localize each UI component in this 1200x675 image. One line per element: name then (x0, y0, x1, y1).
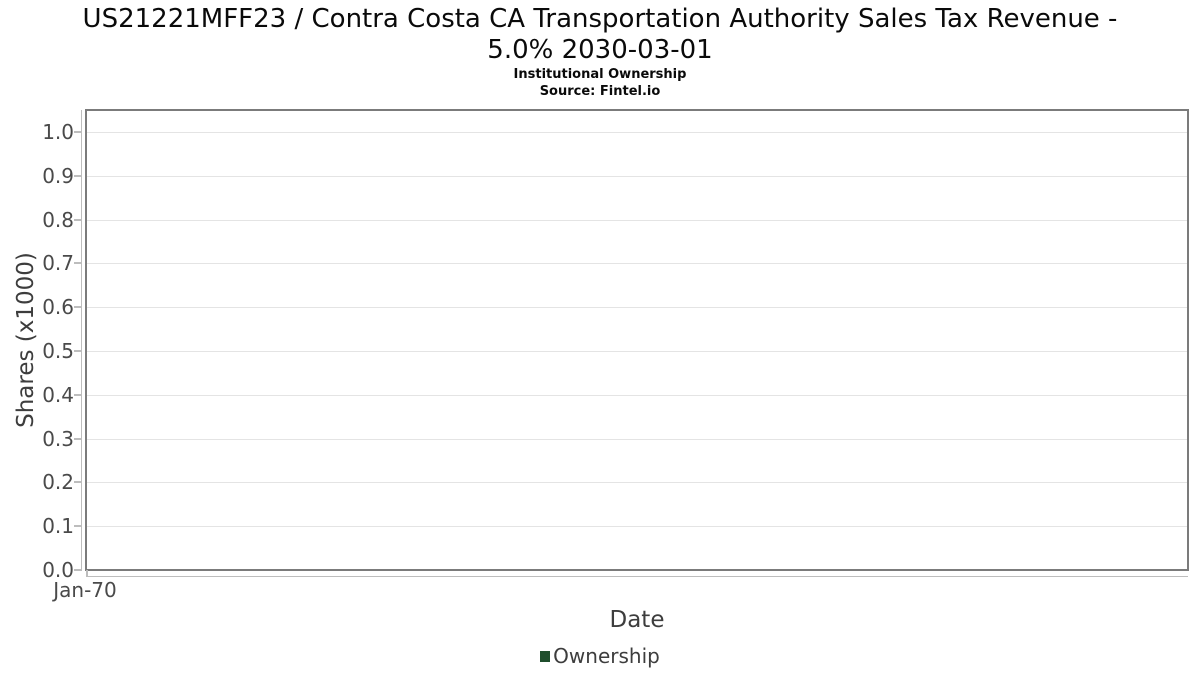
gridline-y-0.1 (87, 526, 1187, 528)
y-tickmark-0.8 (74, 218, 82, 221)
y-tickmark-0.9 (74, 174, 82, 177)
gridline-y-0.2 (87, 482, 1187, 484)
gridline-y-0.9 (87, 175, 1187, 177)
y-tick-label-0.2: 0.2 (42, 470, 74, 495)
legend: Ownership (0, 645, 1200, 667)
x-axis-title: Date (609, 607, 665, 633)
x-axis-tickmark (86, 570, 88, 577)
chart-title-line1: US21221MFF23 / Contra Costa CA Transport… (82, 4, 1118, 34)
plot-area (85, 109, 1189, 571)
chart-title: US21221MFF23 / Contra Costa CA Transport… (0, 4, 1200, 66)
y-tick-label-0.1: 0.1 (42, 514, 74, 539)
gridline-y-0.8 (87, 219, 1187, 221)
y-tickmark-0.1 (74, 525, 82, 528)
y-tick-label-0.3: 0.3 (42, 426, 74, 451)
chart-title-line2: 5.0% 2030-03-01 (487, 35, 713, 65)
gridline-y-0.6 (87, 307, 1187, 309)
y-tick-label-0.5: 0.5 (42, 339, 74, 363)
y-tick-label-0.4: 0.4 (42, 382, 74, 407)
y-tickmark-0.2 (74, 481, 82, 484)
y-tickmark-0.5 (74, 350, 82, 352)
y-tickmark-0.3 (74, 437, 82, 440)
y-tick-label-0.9: 0.9 (42, 163, 74, 188)
gridline-y-0.7 (87, 263, 1187, 265)
y-tick-label-1.0: 1.0 (42, 120, 74, 144)
y-tick-label-0.7: 0.7 (42, 251, 74, 276)
y-tickmark-0.6 (74, 306, 82, 309)
chart-subtitle: Institutional Ownership (513, 67, 687, 82)
chart-source-credit: Source: Fintel.io (539, 84, 661, 99)
x-tick-label-jan-70: Jan-70 (53, 578, 117, 602)
x-axis-line (86, 576, 1188, 577)
y-tick-label-0.8: 0.8 (42, 207, 74, 232)
gridline-y-0.5 (87, 351, 1187, 352)
gridline-y-0.4 (87, 394, 1187, 396)
y-tickmark-0.7 (74, 262, 82, 265)
y-tickmark-0.4 (74, 393, 82, 396)
legend-swatch-ownership (540, 650, 551, 662)
y-axis-line (81, 110, 82, 570)
legend-label-ownership: Ownership (553, 644, 660, 668)
y-axis-title: Shares (x1000) (13, 252, 39, 428)
y-tickmark-0.0 (74, 569, 82, 571)
y-tick-label-0.0: 0.0 (42, 558, 74, 582)
y-tickmark-1.0 (74, 131, 82, 133)
gridline-y-1.0 (87, 132, 1187, 133)
gridline-y-0.3 (87, 438, 1187, 440)
y-tick-label-0.6: 0.6 (42, 295, 74, 320)
